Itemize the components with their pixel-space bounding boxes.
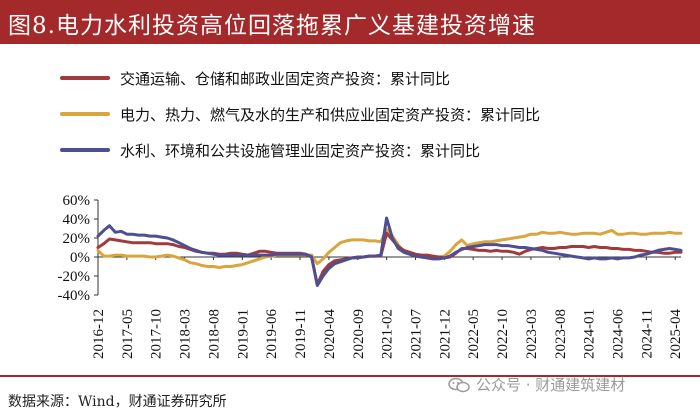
line-chart: 60% 40% 20% 0% -20% -40%2016-12 2017-05 2017-10… — [58, 193, 685, 359]
x-tick-label: 2019-01 — [235, 309, 251, 359]
legend-swatch-water — [60, 148, 110, 152]
x-tick-label: 2023-03 — [524, 309, 540, 359]
legend-label-power: 电力、热力、燃气及水的生产和供应业固定资产投资：累计同比 — [120, 105, 541, 124]
x-tick-label: 2020-09 — [351, 309, 367, 359]
x-tick-label: 2024-11 — [639, 309, 655, 358]
watermark-text: 公众号 · 财通建筑建材 — [476, 376, 626, 394]
wechat-icon — [448, 377, 470, 392]
legend-item-water: 水利、环境和公共设施管理业固定资产投资：累计同比 — [60, 140, 480, 160]
chart-title: 图8.电力水利投资高位回落拖累广义基建投资增速 — [8, 13, 536, 39]
legend-label-transport: 交通运输、仓储和邮政业固定资产投资：累计同比 — [120, 69, 451, 88]
y-tick-label: 60% — [63, 193, 91, 209]
y-tick-label: -20% — [58, 269, 91, 285]
x-tick-label: 2019-11 — [293, 309, 309, 358]
x-tick-label: 2017-10 — [149, 309, 165, 359]
x-tick-label: 2017-05 — [120, 309, 136, 359]
series-line-water — [96, 216, 683, 287]
y-tick-label: 20% — [63, 231, 91, 247]
x-tick-label: 2023-08 — [553, 309, 569, 359]
x-tick-label: 2024-01 — [582, 309, 598, 359]
y-tick-label: 0% — [70, 250, 90, 266]
x-tick-label: 2022-10 — [495, 309, 511, 359]
legend-swatch-power — [60, 112, 110, 116]
x-tick-label: 2021-02 — [380, 309, 396, 359]
x-tick-label: 2021-07 — [408, 309, 424, 359]
y-tick-label: 40% — [63, 212, 91, 228]
x-tick-label: 2018-08 — [206, 309, 222, 359]
x-tick-label: 2025-04 — [668, 309, 684, 359]
x-tick-label: 2018-03 — [178, 309, 194, 359]
source-note: 数据来源：Wind，财通证券研究所 — [8, 394, 227, 410]
legend-item-power: 电力、热力、燃气及水的生产和供应业固定资产投资：累计同比 — [60, 104, 540, 124]
x-tick-label: 2021-12 — [437, 309, 453, 359]
x-tick-label: 2020-04 — [322, 309, 338, 359]
y-tick-label: -40% — [58, 288, 91, 304]
x-tick-label: 2016-12 — [91, 309, 107, 359]
legend-label-water: 水利、环境和公共设施管理业固定资产投资：累计同比 — [120, 141, 481, 160]
footer-divider — [0, 375, 700, 377]
x-tick-label: 2024-06 — [611, 309, 627, 359]
legend-item-transport: 交通运输、仓储和邮政业固定资产投资：累计同比 — [60, 68, 450, 88]
x-tick-label: 2022-05 — [466, 309, 482, 359]
x-tick-label: 2019-06 — [264, 309, 280, 359]
title-bar: 图8.电力水利投资高位回落拖累广义基建投资增速 — [0, 0, 700, 44]
legend-swatch-transport — [60, 76, 110, 80]
watermark: 公众号 · 财通建筑建材 — [448, 374, 625, 395]
